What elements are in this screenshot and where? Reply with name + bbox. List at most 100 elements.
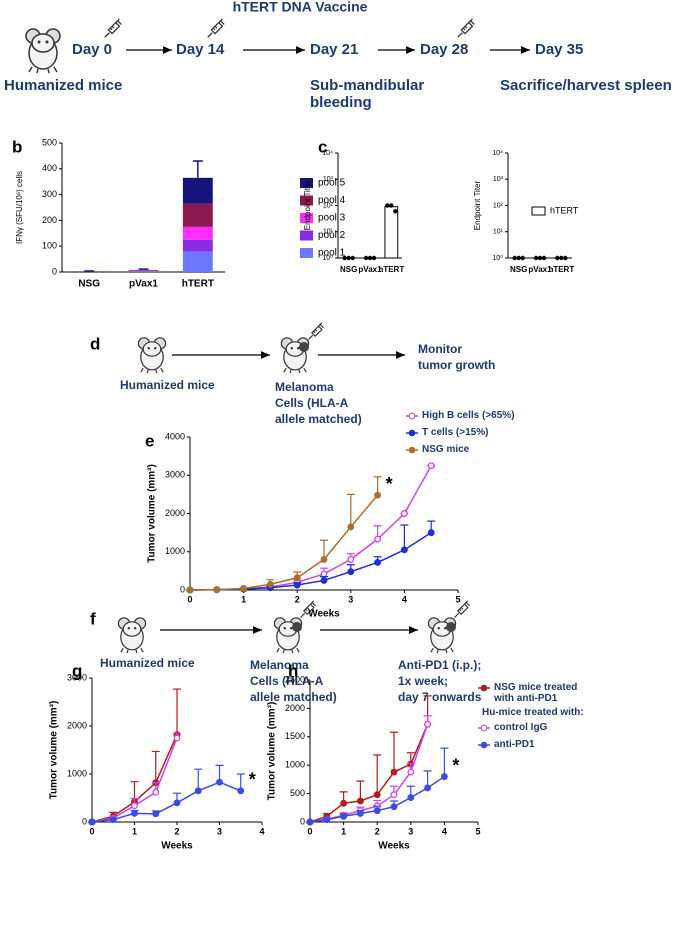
panel-label: g [72, 661, 82, 680]
x-axis-label: Weeks [378, 841, 410, 852]
y-tick-label: 10² [493, 202, 504, 209]
legend-label: pool 5 [318, 178, 346, 189]
data-point [194, 787, 202, 795]
bar-segment [182, 177, 213, 204]
data-point [424, 720, 432, 728]
data-point [323, 816, 331, 824]
x-tick-label: 0 [187, 594, 192, 604]
x-tick-label: 3 [217, 826, 222, 836]
legend-title: Hu-mice treated with: [482, 707, 584, 718]
data-point [541, 255, 547, 261]
data-point [374, 535, 382, 543]
data-point [320, 576, 328, 584]
day-label: Day 0 [72, 41, 112, 58]
error-bar [192, 160, 203, 178]
y-tick-label: 1000 [165, 546, 185, 556]
y-axis-label: Endpoint Titer [473, 180, 482, 230]
series-line [189, 531, 432, 591]
y-tick-label: 3000 [67, 672, 87, 682]
data-point [216, 778, 223, 786]
legend-label: control IgG [494, 722, 548, 733]
legend-swatch [300, 195, 313, 206]
step-label: day 7 onwards [398, 690, 482, 704]
data-point [371, 255, 377, 261]
data-point [342, 255, 347, 261]
data-point [407, 768, 415, 776]
legend-swatch [531, 206, 546, 216]
data-point [407, 794, 415, 802]
step-label: tumor growth [418, 358, 495, 372]
data-point [555, 255, 560, 261]
syringe-icon [104, 18, 122, 38]
legend-entry: control IgG [494, 722, 548, 733]
legend-swatch [300, 213, 313, 223]
legend-swatch [300, 178, 313, 188]
y-tick-label: 10⁰ [322, 254, 333, 262]
bar-segment [182, 251, 213, 272]
data-point [440, 773, 448, 781]
data-point [213, 586, 221, 594]
mouse-icon [117, 617, 147, 654]
data-point [346, 255, 351, 261]
x-axis-label: Weeks [161, 841, 193, 852]
data-point [389, 203, 394, 208]
y-tick-label: 1500 [285, 731, 305, 741]
y-axis-label: Endpoint Titer [303, 180, 312, 230]
y-tick-label: 2500 [285, 674, 305, 684]
data-point [363, 255, 369, 261]
legend-entry: T cells (>15%) [422, 427, 488, 438]
error-bar [173, 688, 181, 735]
legend-title-text: Hu-mice treated with: [482, 707, 584, 718]
bar-segment [128, 271, 159, 272]
y-tick-label: 1000 [67, 768, 87, 778]
panel-label: b [12, 137, 22, 156]
legend-label: High B cells (>65%) [422, 410, 515, 421]
data-point [563, 255, 568, 261]
tumor [299, 342, 309, 352]
step-label: Monitor [418, 342, 462, 356]
x-tick-label: 4 [442, 826, 447, 836]
data-point [152, 810, 160, 818]
annotation: * [452, 755, 459, 775]
x-tick-label: 4 [259, 826, 264, 836]
data-point [356, 797, 364, 805]
tumor [446, 622, 456, 632]
step-label: Cells (HLA-A [250, 674, 324, 688]
data-point [356, 810, 364, 817]
legend-swatch [300, 248, 313, 258]
x-tick-label: 0 [89, 826, 94, 836]
data-point [173, 799, 181, 807]
mouse-icon [137, 337, 167, 374]
timeline-note: Humanized mice [4, 77, 122, 94]
y-tick-label: 0 [82, 816, 87, 826]
step-label: Humanized mice [100, 656, 195, 670]
x-tick-label: hTERT [548, 265, 574, 274]
data-point [237, 787, 245, 795]
y-tick-label: 0 [300, 816, 305, 826]
data-point [427, 529, 435, 537]
x-tick-label: pVax1 [358, 265, 382, 274]
x-tick-label: hTERT [378, 265, 404, 274]
data-point [240, 585, 248, 592]
data-point [373, 791, 381, 799]
x-tick-label: 3 [348, 594, 353, 604]
y-axis-label: Tumor volume (mm³) [49, 701, 60, 800]
legend-marker [408, 412, 416, 420]
panel-label: e [145, 431, 154, 450]
panel-label: d [90, 334, 100, 353]
day-label: Day 35 [535, 41, 583, 58]
legend-marker [408, 429, 416, 437]
y-tick-label: 10¹ [493, 229, 504, 236]
data-point [266, 580, 274, 588]
step-label: Melanoma [275, 380, 334, 394]
y-axis-label: Tumor volume (mm³) [267, 702, 278, 801]
error-bar [194, 768, 203, 791]
data-point [393, 209, 398, 214]
data-point [537, 255, 543, 261]
legend-marker [480, 741, 488, 749]
tumor [292, 622, 302, 632]
data-point [293, 581, 301, 589]
error-bar [346, 493, 355, 527]
legend-entry: anti-PD1 [494, 739, 535, 750]
x-tick-label: NSG [340, 265, 357, 274]
